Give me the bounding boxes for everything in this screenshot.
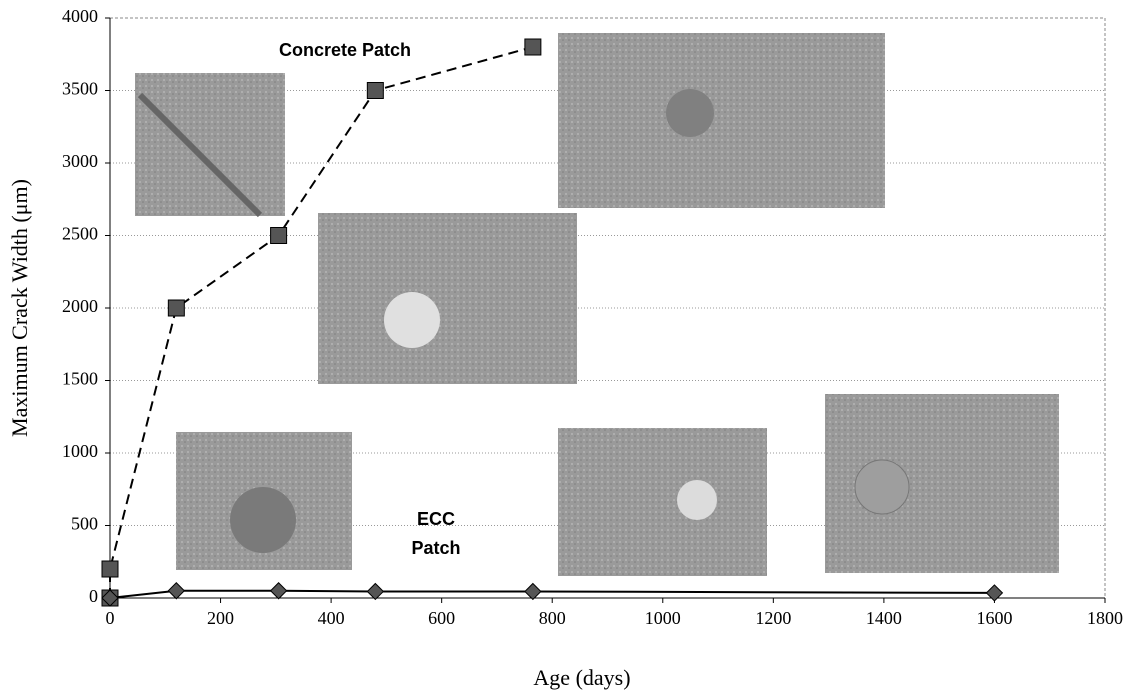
marker bbox=[102, 561, 118, 577]
x-tick-label: 1800 bbox=[1087, 608, 1123, 628]
photo-coin bbox=[677, 480, 717, 520]
photo bbox=[558, 428, 767, 576]
y-tick-label: 2500 bbox=[62, 224, 98, 244]
chart: Concrete Patch ECC Patch Age (days) Maxi… bbox=[0, 0, 1136, 694]
marker bbox=[271, 583, 287, 599]
x-tick-label: 1400 bbox=[866, 608, 902, 628]
marker bbox=[271, 228, 287, 244]
photo-insets bbox=[135, 33, 1059, 576]
x-tick-label: 1600 bbox=[976, 608, 1012, 628]
photo bbox=[135, 73, 285, 216]
x-tick-label: 1200 bbox=[755, 608, 791, 628]
marker bbox=[986, 585, 1002, 601]
y-tick-label: 1000 bbox=[62, 441, 98, 461]
x-tick-label: 600 bbox=[428, 608, 455, 628]
annotation: ECC bbox=[417, 509, 455, 529]
photo-coin bbox=[855, 460, 909, 514]
series-line bbox=[110, 591, 994, 598]
x-tick-label: 1000 bbox=[645, 608, 681, 628]
x-tick-label: 400 bbox=[318, 608, 345, 628]
x-tick-label: 800 bbox=[539, 608, 566, 628]
marker bbox=[525, 583, 541, 599]
marker bbox=[168, 300, 184, 316]
marker bbox=[168, 583, 184, 599]
x-axis-title: Age (days) bbox=[533, 665, 630, 690]
annotation: Patch bbox=[411, 538, 460, 558]
y-tick-label: 0 bbox=[89, 586, 98, 606]
photo-coin bbox=[666, 89, 714, 137]
y-tick-label: 3500 bbox=[62, 79, 98, 99]
y-axis-title: Maximum Crack Width (μm) bbox=[7, 179, 32, 437]
photo-coin bbox=[230, 487, 296, 553]
y-tick-label: 500 bbox=[71, 514, 98, 534]
y-tick-label: 2000 bbox=[62, 296, 98, 316]
page: {"chart_data": {"type": "line", "x_label… bbox=[0, 0, 1136, 694]
photo bbox=[318, 213, 577, 384]
x-tick-label: 200 bbox=[207, 608, 234, 628]
photo-coin bbox=[384, 292, 440, 348]
marker bbox=[367, 83, 383, 99]
photo bbox=[558, 33, 885, 208]
annotation: Concrete Patch bbox=[279, 40, 411, 60]
x-tick-label: 0 bbox=[106, 608, 115, 628]
marker bbox=[525, 39, 541, 55]
y-tick-label: 3000 bbox=[62, 151, 98, 171]
marker bbox=[367, 583, 383, 599]
y-tick-label: 4000 bbox=[62, 6, 98, 26]
y-tick-label: 1500 bbox=[62, 369, 98, 389]
